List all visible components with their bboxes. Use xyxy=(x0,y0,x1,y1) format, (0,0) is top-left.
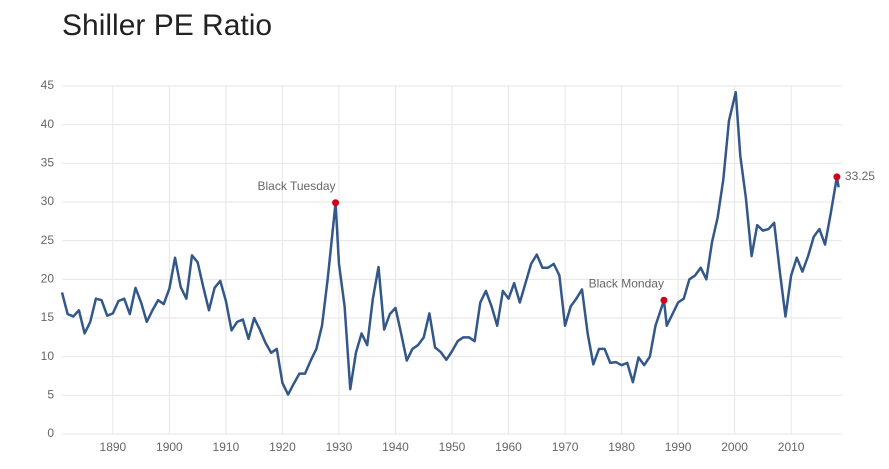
y-tick-label: 10 xyxy=(41,349,55,363)
x-tick-label: 1900 xyxy=(156,440,183,454)
x-tick-label: 1910 xyxy=(213,440,240,454)
annotation-label: Black Tuesday xyxy=(258,179,336,193)
data-line xyxy=(60,90,840,396)
x-tick-label: 2010 xyxy=(778,440,805,454)
y-tick-label: 15 xyxy=(41,310,55,324)
x-tick-label: 1950 xyxy=(439,440,466,454)
chart-title: Shiller PE Ratio xyxy=(62,9,272,42)
x-tick-label: 1990 xyxy=(665,440,692,454)
x-tick-label: 1980 xyxy=(608,440,635,454)
annotation-marker xyxy=(833,173,841,181)
y-tick-label: 35 xyxy=(41,156,55,170)
x-tick-label: 1920 xyxy=(269,440,296,454)
x-tick-label: 1940 xyxy=(382,440,409,454)
y-tick-label: 45 xyxy=(41,78,55,92)
x-tick-label: 2000 xyxy=(721,440,748,454)
annotation-marker xyxy=(660,296,668,304)
annotation-label: 33.25 xyxy=(845,169,875,183)
y-tick-label: 20 xyxy=(41,272,55,286)
annotation-marker xyxy=(332,199,340,207)
x-tick-label: 1890 xyxy=(100,440,127,454)
y-tick-label: 30 xyxy=(41,194,55,208)
y-tick-label: 25 xyxy=(41,233,55,247)
y-tick-label: 0 xyxy=(47,426,54,440)
x-tick-label: 1970 xyxy=(552,440,579,454)
y-tick-label: 5 xyxy=(47,388,54,402)
x-tick-label: 1960 xyxy=(495,440,522,454)
annotation-label: Black Monday xyxy=(589,276,664,290)
y-tick-label: 40 xyxy=(41,117,55,131)
x-tick-label: 1930 xyxy=(326,440,353,454)
